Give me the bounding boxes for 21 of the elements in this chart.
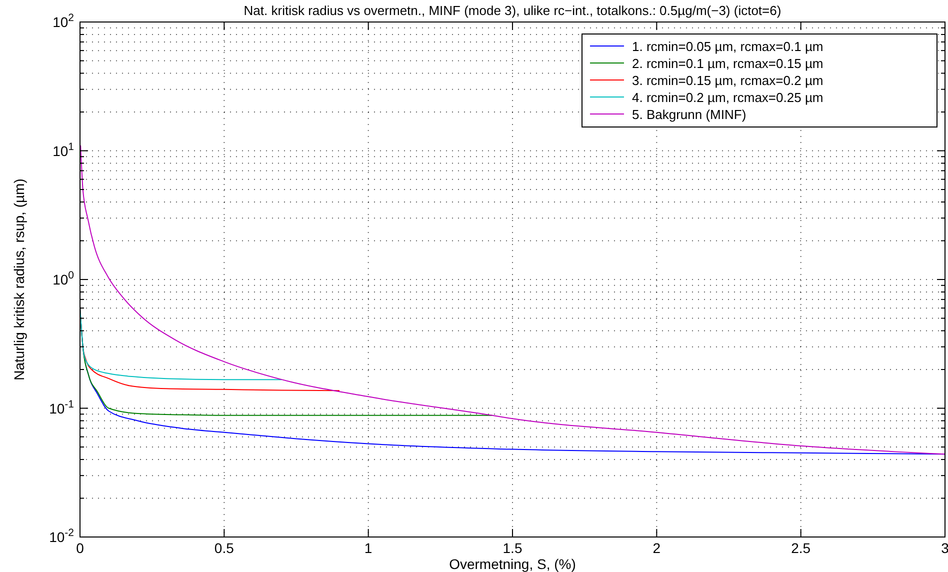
y-tick-label: 10$^{0}$ (52, 270, 74, 288)
y-tick-label: 10$^{1}$ (52, 140, 74, 159)
x-tick-label: 1 (364, 540, 372, 556)
legend-label: 2. rcmin=0.1 µm, rcmax=0.15 µm (632, 56, 824, 71)
legend-label: 1. rcmin=0.05 µm, rcmax=0.1 µm (632, 39, 824, 54)
y-tick-label: 10$^{-2}$ (49, 527, 74, 545)
x-tick-label: 1.5 (502, 540, 522, 556)
legend-label: 3. rcmin=0.15 µm, rcmax=0.2 µm (632, 73, 824, 88)
legend-label: 4. rcmin=0.2 µm, rcmax=0.25 µm (632, 90, 824, 105)
y-tick-label: 10$^{-1}$ (49, 398, 74, 416)
y-tick-label: 10$^{2}$ (52, 12, 74, 30)
x-tick-label: 2.5 (791, 540, 811, 556)
x-tick-label: 0 (76, 540, 84, 556)
x-tick-label: 0.5 (214, 540, 234, 556)
x-axis-title: Overmetning, S, (%) (449, 556, 576, 572)
x-tick-label: 2 (652, 540, 661, 556)
y-axis-title: Naturlig kritisk radius, rsup, (µm) (11, 178, 27, 380)
x-tick-label: 3 (941, 540, 948, 556)
legend-label: 5. Bakgrunn (MINF) (632, 107, 746, 122)
chart-title: Nat. kritisk radius vs overmetn., MINF (mode 3), ulike rc−int., totalkons.: 0.5µg/m(−3) (ictot=6) (244, 3, 782, 18)
line-series (80, 144, 946, 455)
